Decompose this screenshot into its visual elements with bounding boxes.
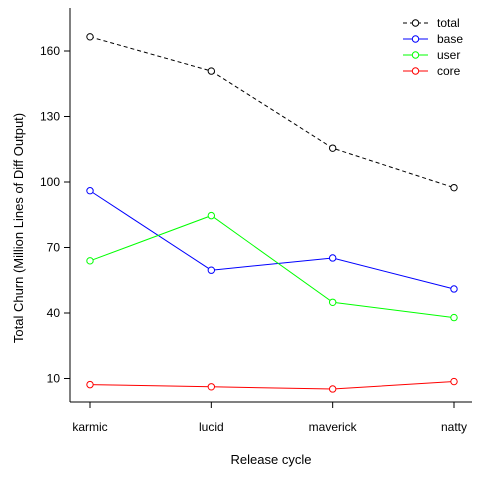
series-layer [86, 33, 458, 393]
series-core [86, 377, 458, 393]
data-point [86, 187, 94, 195]
legend: total base user core [403, 16, 463, 78]
data-point [450, 377, 458, 386]
x-tick-label: lucid [199, 420, 224, 434]
data-point [207, 211, 216, 220]
data-point [86, 257, 94, 265]
data-point [450, 183, 458, 192]
data-point [86, 33, 94, 41]
legend-label: user [437, 48, 460, 62]
axes: 10 40 70 100 130 160 karmic lucid maverick natty [40, 8, 472, 434]
data-point [328, 385, 337, 393]
series-line-core [89, 381, 455, 390]
legend-label: base [437, 32, 463, 46]
y-tick-label: 130 [40, 110, 60, 124]
data-point [328, 144, 337, 152]
data-point [450, 313, 458, 322]
data-point [207, 266, 216, 274]
legend-label: total [437, 16, 460, 30]
x-tick-label: karmic [72, 420, 107, 434]
y-tick-label: 40 [47, 306, 61, 320]
series-total [86, 33, 458, 192]
series-user [86, 211, 458, 322]
data-point [207, 383, 216, 391]
legend-item-total: total [403, 16, 460, 30]
data-point [207, 67, 216, 75]
data-point [86, 380, 94, 389]
series-base [86, 187, 458, 293]
legend-item-core: core [403, 64, 461, 78]
legend-label: core [437, 64, 461, 78]
legend-marker [411, 67, 420, 75]
legend-item-base: base [403, 32, 463, 46]
data-point [328, 254, 337, 262]
legend-marker [411, 19, 420, 27]
data-point [328, 298, 337, 307]
y-tick-label: 100 [40, 175, 60, 189]
legend-marker [411, 51, 420, 59]
data-point [450, 285, 458, 293]
legend-marker [411, 35, 420, 43]
y-tick-label: 160 [40, 44, 60, 58]
y-axis-label: Total Churn (Million Lines of Diff Outpu… [11, 113, 26, 343]
series-line-base [89, 190, 455, 290]
series-line-total [89, 36, 455, 189]
x-axis-label: Release cycle [231, 452, 312, 467]
legend-item-user: user [403, 48, 460, 62]
x-tick-label: maverick [309, 420, 358, 434]
y-tick-label: 10 [47, 372, 61, 386]
x-tick-label: natty [441, 420, 467, 434]
y-tick-label: 70 [47, 241, 61, 255]
series-line-user [89, 215, 455, 319]
